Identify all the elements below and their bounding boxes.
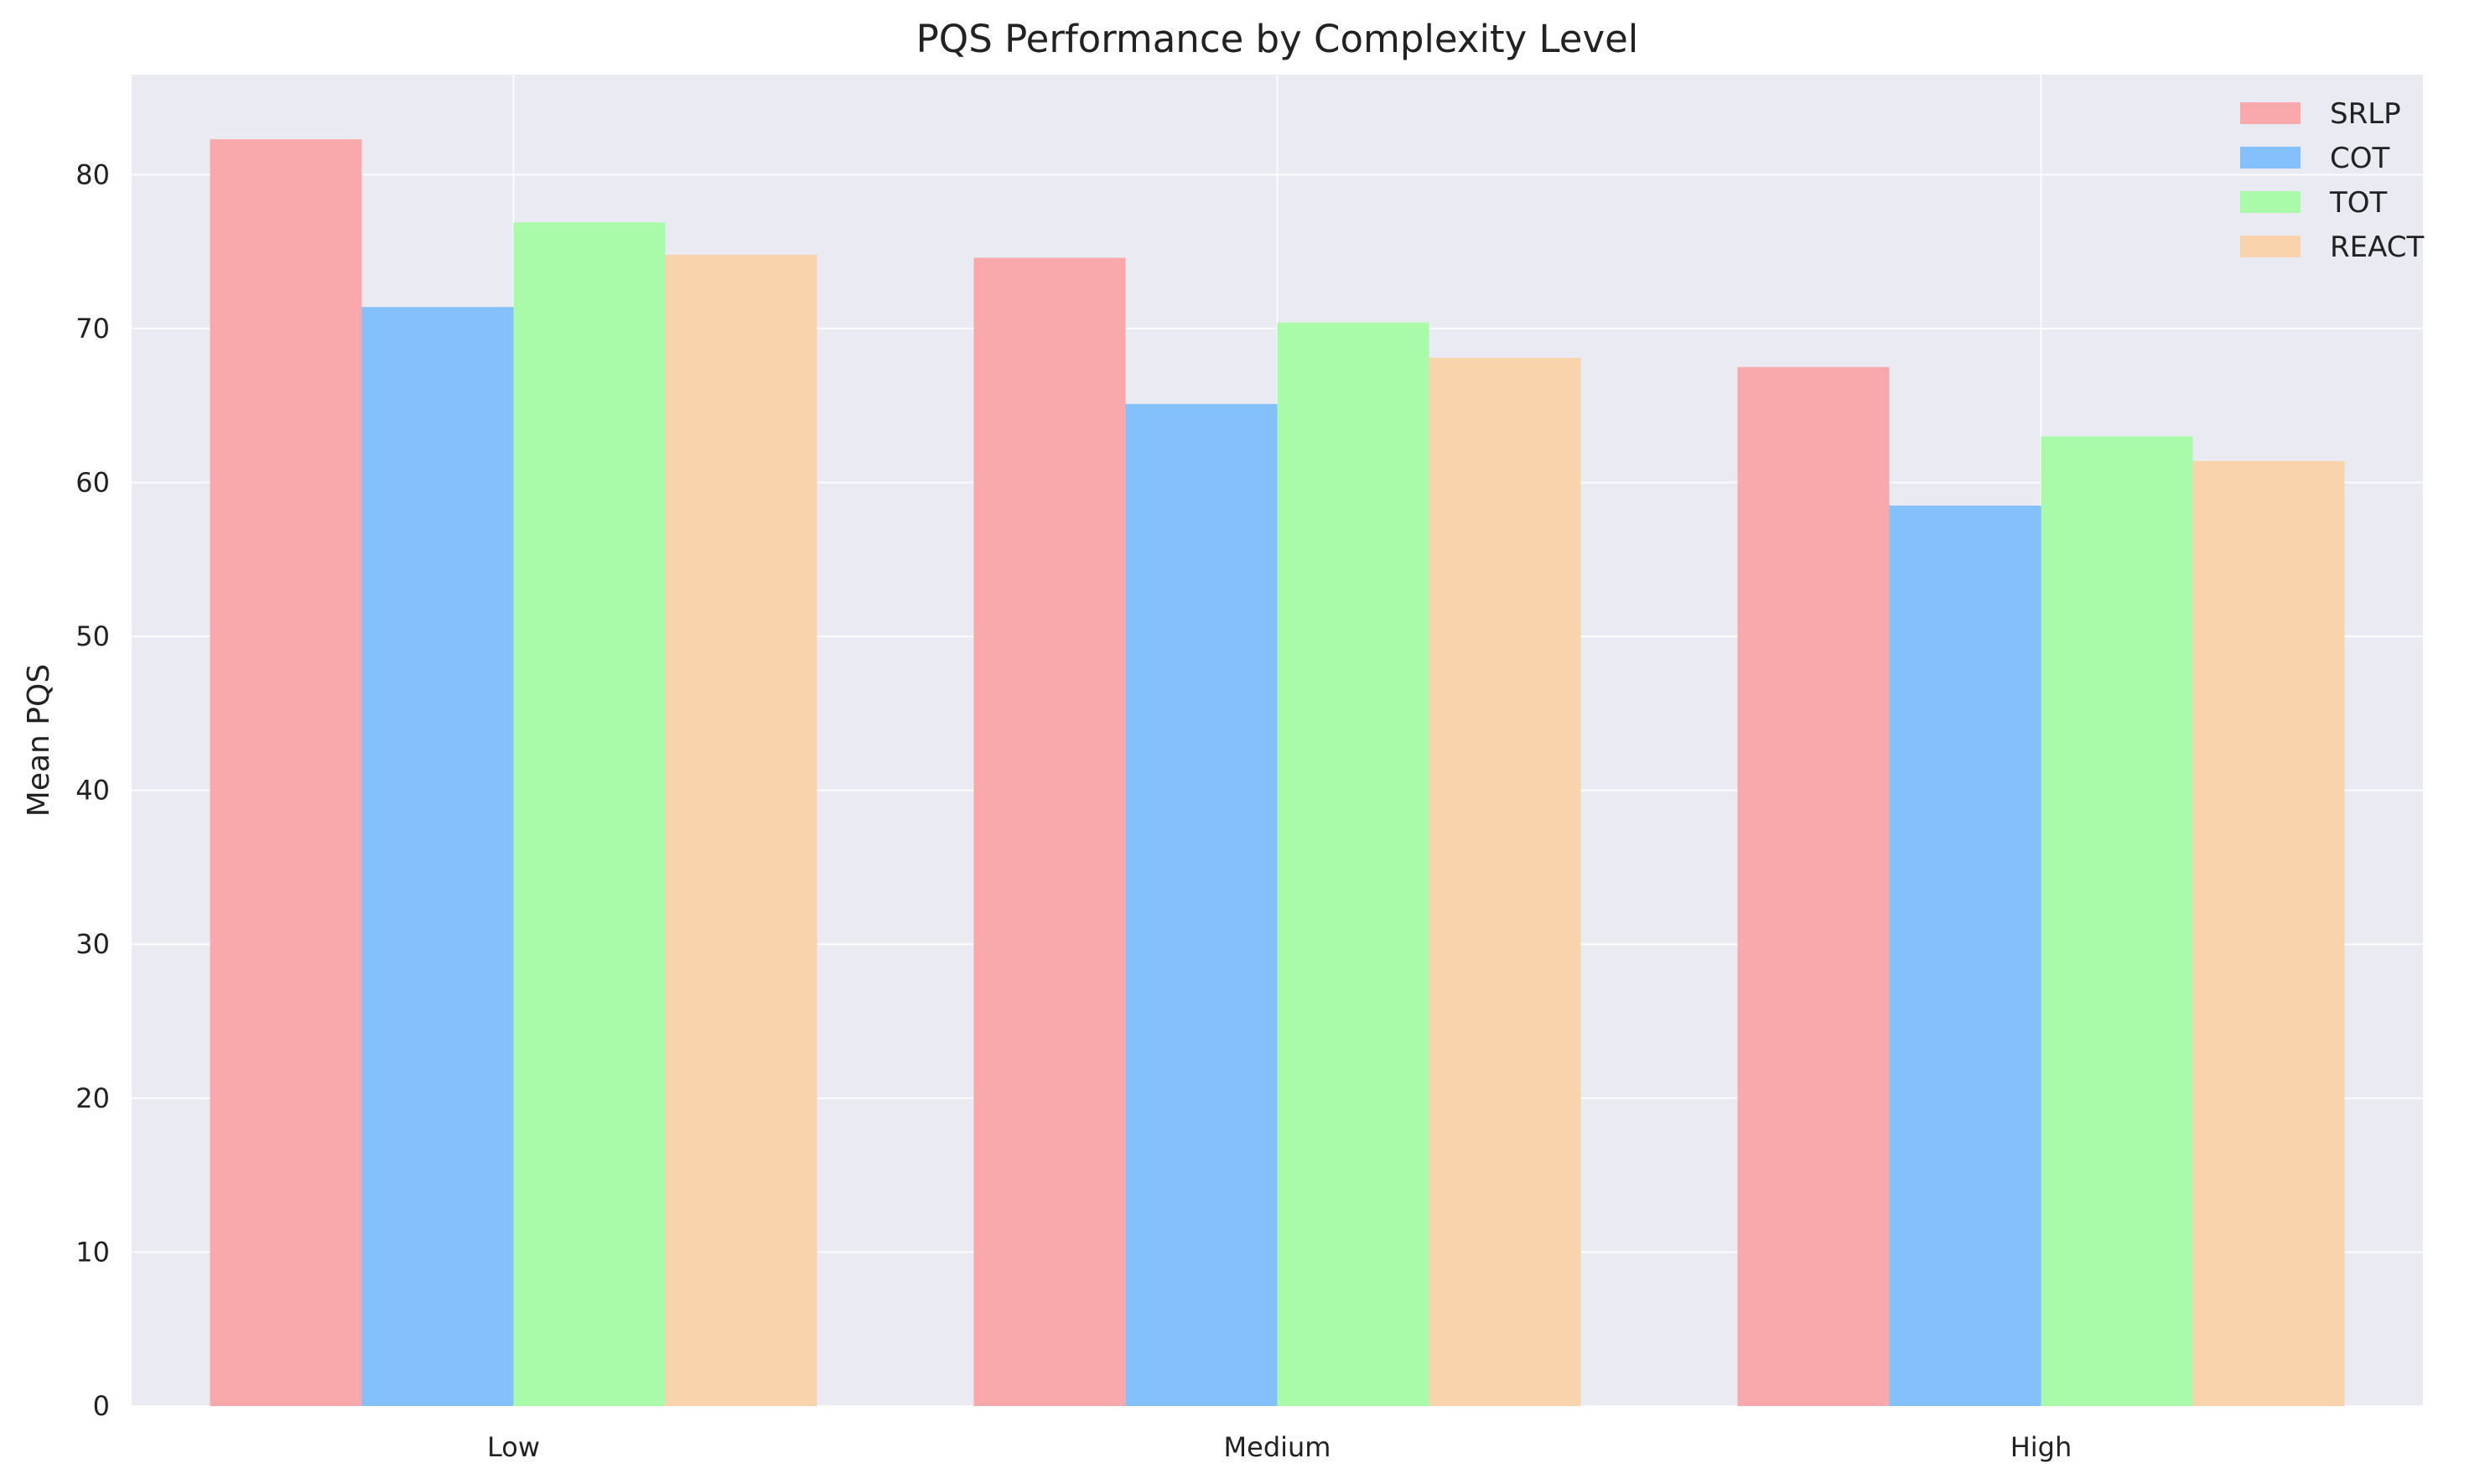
legend-label-react: REACT — [2330, 231, 2425, 264]
bar-srlp-low — [210, 139, 362, 1406]
bar-tot-high — [2041, 436, 2193, 1407]
legend-swatch-tot — [2240, 191, 2301, 213]
y-axis-ticks: 0 10 20 30 40 50 60 70 80 — [75, 158, 110, 1422]
x-tick-label: Medium — [1224, 1431, 1331, 1463]
legend-label-srlp: SRLP — [2330, 97, 2401, 131]
legend-label-cot: COT — [2330, 142, 2390, 175]
legend-label-tot: TOT — [2329, 186, 2388, 220]
bar-tot-low — [513, 222, 666, 1406]
legend: SRLP COT TOT REACT — [2240, 97, 2425, 264]
x-tick-label: High — [2010, 1431, 2072, 1463]
bar-react-high — [2192, 460, 2345, 1406]
y-tick-label: 0 — [93, 1390, 110, 1422]
y-tick-label: 50 — [75, 620, 110, 652]
y-tick-label: 60 — [75, 466, 110, 498]
bars — [210, 139, 2345, 1407]
legend-swatch-srlp — [2240, 102, 2301, 124]
bar-tot-medium — [1277, 322, 1429, 1406]
legend-swatch-react — [2240, 236, 2301, 257]
bar-react-low — [665, 254, 817, 1406]
bar-cot-medium — [1125, 403, 1278, 1406]
y-tick-label: 10 — [75, 1236, 110, 1268]
y-tick-label: 20 — [75, 1082, 110, 1114]
bar-srlp-medium — [973, 257, 1126, 1407]
y-axis-label: Mean PQS — [22, 664, 56, 817]
x-axis-ticks: Low Medium High — [487, 1431, 2072, 1463]
bar-cot-high — [1889, 506, 2041, 1406]
y-tick-label: 40 — [75, 775, 110, 807]
y-tick-label: 30 — [75, 928, 110, 960]
bar-react-medium — [1429, 357, 1581, 1407]
x-tick-label: Low — [487, 1431, 540, 1463]
y-tick-label: 70 — [75, 313, 110, 345]
bar-srlp-high — [1737, 366, 1890, 1407]
y-tick-label: 80 — [75, 158, 110, 190]
chart-title: PQS Performance by Complexity Level — [916, 17, 1639, 61]
legend-swatch-cot — [2240, 147, 2301, 169]
bar-cot-low — [361, 307, 514, 1406]
